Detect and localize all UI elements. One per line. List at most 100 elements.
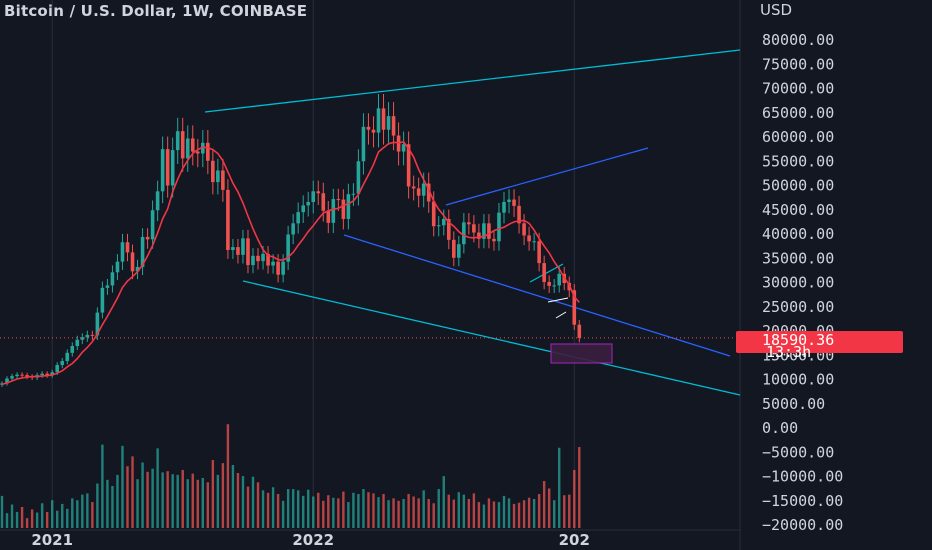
lower-channel-line xyxy=(242,280,741,396)
volume-bar xyxy=(121,445,124,528)
candle-body xyxy=(457,244,461,258)
y-tick-label: 40000.00 xyxy=(762,225,834,243)
volume-bar xyxy=(256,482,260,528)
volume-bar xyxy=(101,444,104,528)
candle-body xyxy=(441,218,446,226)
volume-bar xyxy=(0,495,4,528)
candle-body xyxy=(211,160,215,183)
candle-body xyxy=(431,201,436,227)
candle-body xyxy=(532,241,536,243)
candle-body xyxy=(25,375,29,377)
y-tick-label: 60000.00 xyxy=(762,128,834,146)
y-tick-label: 65000.00 xyxy=(762,104,834,122)
candle-body xyxy=(216,170,220,183)
volume-bar xyxy=(517,502,521,528)
candle-body xyxy=(201,142,205,154)
candle-body xyxy=(492,238,496,242)
candle-body xyxy=(251,255,255,266)
volume-bar xyxy=(45,511,49,528)
candle-body xyxy=(115,261,120,273)
volume-bar xyxy=(251,476,255,528)
volume-bar xyxy=(558,447,561,528)
candle-body xyxy=(296,212,300,224)
volume-bar xyxy=(387,500,390,528)
volume-bar xyxy=(367,492,370,528)
y-tick-label: −10000.00 xyxy=(762,468,843,486)
wedge-line xyxy=(547,297,569,303)
candle-body xyxy=(10,376,14,379)
volume-bar xyxy=(568,494,571,528)
y-tick-label: −15000.00 xyxy=(762,492,843,510)
grid xyxy=(0,0,741,550)
volume-bar xyxy=(66,508,69,528)
volume-bar xyxy=(307,489,310,528)
volume-bar xyxy=(106,479,109,528)
price-axis[interactable]: USD 80000.00 75000.00 70000.00 65000.00 60000… xyxy=(736,1,903,534)
candle-body xyxy=(311,191,316,202)
volume-bar xyxy=(226,424,230,528)
candle-body xyxy=(416,188,421,196)
candle-body xyxy=(276,261,280,275)
volume-bar xyxy=(181,469,184,528)
candle-body xyxy=(547,282,551,286)
volume-bar xyxy=(151,468,154,528)
volume-bar xyxy=(542,481,546,528)
volume-bar xyxy=(211,460,215,528)
candle-body xyxy=(321,193,326,211)
candle-body xyxy=(190,138,195,152)
candle-body xyxy=(291,223,295,235)
volume-bar xyxy=(402,498,405,528)
candle-body xyxy=(421,183,426,196)
candle-body xyxy=(185,138,190,159)
candle-body xyxy=(170,150,175,186)
volume-bar xyxy=(447,494,450,528)
y-tick-label: −20000.00 xyxy=(762,516,843,534)
candle-body xyxy=(80,337,85,340)
candle-body xyxy=(206,142,210,161)
candle-body xyxy=(140,236,145,267)
candle-body xyxy=(130,252,135,272)
candle-body xyxy=(301,205,305,213)
volume-bar xyxy=(347,502,350,528)
moving-average-line xyxy=(1,141,580,386)
volume-bar xyxy=(527,497,531,528)
candle-body xyxy=(527,235,531,242)
candle-body xyxy=(241,238,245,255)
candle-body xyxy=(331,199,336,223)
candle-body xyxy=(316,191,321,194)
volume-bar xyxy=(20,507,24,528)
volume-bar xyxy=(51,500,54,528)
candle-body xyxy=(45,373,49,376)
candle-body xyxy=(507,199,511,202)
candle-body xyxy=(281,261,285,275)
y-tick-label: 10000.00 xyxy=(762,371,834,389)
volume-bar xyxy=(352,492,355,528)
volume-bar xyxy=(5,513,9,528)
y-tick-label: 30000.00 xyxy=(762,274,834,292)
candle-body xyxy=(261,253,265,262)
candle-body xyxy=(160,149,165,192)
volume-bar xyxy=(156,448,159,528)
candle-body xyxy=(446,218,451,240)
volume-bar xyxy=(332,497,335,528)
volume-bar xyxy=(126,466,129,528)
candle-body xyxy=(60,361,65,365)
candle-body xyxy=(462,222,466,245)
candle-body xyxy=(487,223,491,239)
upper-channel-line xyxy=(204,49,741,113)
candle-body xyxy=(150,210,155,240)
candle-body xyxy=(467,222,471,225)
candle-body xyxy=(391,116,396,136)
candle-body xyxy=(572,290,577,325)
time-axis[interactable]: 2021 2022 202 xyxy=(31,531,590,549)
volume-bar xyxy=(497,502,501,528)
last-price-badge xyxy=(736,331,903,353)
candle-body xyxy=(517,205,521,224)
volume-bar xyxy=(286,489,290,528)
volume-bar xyxy=(573,469,576,528)
candle-body xyxy=(426,183,431,202)
y-tick-label: 25000.00 xyxy=(762,298,834,316)
volume-bar xyxy=(492,501,496,528)
volume-bar xyxy=(246,486,250,528)
